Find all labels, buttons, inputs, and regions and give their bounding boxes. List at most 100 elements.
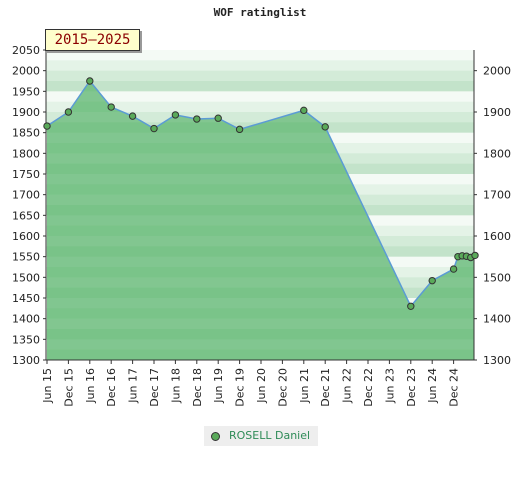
data-point	[107, 103, 115, 111]
y-tick-label-left: 1600	[12, 230, 40, 243]
y-tick-label-right: 2000	[483, 65, 511, 78]
background-band	[46, 91, 474, 103]
y-tick-label-right: 1300	[483, 354, 511, 367]
area-stripe	[47, 132, 333, 144]
data-point	[321, 123, 329, 131]
area-stripe	[47, 256, 474, 267]
y-tick-label-left: 1650	[12, 209, 40, 222]
y-tick-label-right: 1400	[483, 313, 511, 326]
y-tick-label-left: 1950	[12, 85, 40, 98]
data-point	[300, 106, 308, 115]
area-stripe	[47, 329, 474, 340]
y-tick-label-left: 2000	[12, 65, 40, 78]
area-stripe	[47, 163, 348, 175]
area-stripe	[75, 91, 107, 102]
y-tick-label-left: 1900	[12, 106, 40, 119]
y-tick-label-left: 1700	[12, 189, 40, 202]
area-stripe	[47, 267, 474, 278]
x-tick-label: Dec 17	[148, 368, 161, 407]
x-tick-label: Jun 22	[341, 368, 354, 404]
data-point	[428, 276, 436, 285]
y-tick-label-right: 1500	[483, 271, 511, 284]
x-tick-label: Dec 15	[62, 368, 75, 407]
area-stripe	[47, 349, 474, 360]
x-tick-label: Dec 22	[362, 368, 375, 407]
background-band	[46, 81, 474, 92]
area-stripe	[47, 287, 474, 298]
y-tick-label-right: 1800	[483, 147, 511, 160]
data-point	[471, 251, 479, 260]
x-tick-label: Dec 23	[405, 368, 418, 407]
background-band	[46, 112, 474, 123]
x-tick-label: Jun 23	[383, 368, 396, 404]
area-stripe	[47, 153, 343, 164]
y-tick-label-left: 1750	[12, 168, 40, 181]
y-tick-label-left: 1550	[12, 251, 40, 264]
background-band	[46, 50, 474, 61]
x-tick-label: Jun 21	[298, 368, 311, 404]
y-tick-label-right: 1900	[483, 106, 511, 119]
y-tick-label-left: 2050	[12, 44, 40, 57]
data-point	[150, 124, 158, 133]
area-stripe	[47, 246, 474, 257]
data-point	[86, 77, 94, 85]
area-stripe	[47, 205, 368, 216]
y-tick-label-left: 1500	[12, 271, 40, 284]
data-point	[214, 114, 222, 122]
background-band	[46, 101, 474, 113]
y-tick-label-left: 1400	[12, 313, 40, 326]
x-tick-label: Jun 19	[212, 368, 225, 404]
data-point	[171, 111, 180, 119]
x-tick-label: Dec 21	[319, 368, 332, 407]
data-point	[235, 125, 244, 134]
area-stripe	[82, 81, 99, 92]
x-tick-label: Jun 15	[41, 368, 54, 404]
area-stripe	[47, 225, 378, 237]
chart-title: WOF ratinglist	[213, 6, 307, 19]
area-stripe	[47, 339, 474, 350]
data-point	[193, 115, 201, 123]
x-tick-label: Dec 18	[191, 368, 204, 407]
area-stripe	[47, 298, 474, 309]
background-band	[46, 70, 474, 82]
markers	[43, 77, 479, 310]
x-tick-label: Dec 20	[276, 368, 289, 407]
background-band	[46, 60, 474, 72]
data-point	[128, 112, 137, 120]
axes: 1300 1350 1400 1450 1500 1550 1600 1650 1700 1750…	[12, 44, 511, 407]
y-tick-label-left: 1450	[12, 292, 40, 305]
x-tick-label: Jun 24	[426, 368, 439, 404]
area-stripe	[47, 277, 474, 288]
area-stripe	[47, 122, 328, 133]
x-tick-label: Dec 19	[234, 368, 247, 407]
x-tick-label: Dec 24	[448, 368, 461, 407]
data-point	[43, 122, 51, 130]
x-tick-label: Jun 18	[169, 368, 182, 404]
data-point	[407, 302, 415, 310]
area-stripe	[68, 101, 306, 112]
area-stripe	[47, 215, 373, 226]
y-tick-label-left: 1350	[12, 333, 40, 346]
x-tick-label: Dec 16	[105, 368, 118, 407]
data-point	[449, 265, 458, 273]
y-tick-label-left: 1300	[12, 354, 40, 367]
y-tick-label-right: 1700	[483, 189, 511, 202]
x-tick-label: Jun 17	[127, 368, 140, 404]
area-layer	[47, 81, 474, 360]
legend-label: ROSELL Daniel	[229, 429, 311, 442]
x-tick-label: Jun 16	[84, 368, 97, 404]
area-stripe	[47, 194, 363, 206]
area-stripe	[47, 174, 353, 185]
series-area	[47, 81, 474, 360]
area-stripe	[47, 318, 474, 329]
y-tick-label-left: 1850	[12, 127, 40, 140]
y-tick-label-left: 1800	[12, 147, 40, 160]
x-tick-label: Jun 20	[255, 368, 268, 404]
area-stripe	[47, 236, 383, 247]
y-tick-label-right: 1600	[483, 230, 511, 243]
area-stripe	[47, 184, 358, 195]
data-point	[64, 108, 73, 116]
area-stripe	[47, 308, 474, 319]
area-stripe	[47, 143, 338, 154]
